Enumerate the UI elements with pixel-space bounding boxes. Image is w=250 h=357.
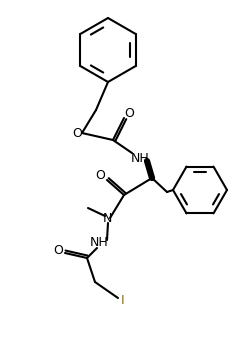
Text: O: O — [124, 106, 134, 120]
Text: O: O — [53, 243, 63, 256]
Text: NH: NH — [89, 236, 108, 248]
Text: NH: NH — [130, 151, 149, 165]
Text: N: N — [102, 211, 111, 225]
Text: O: O — [72, 126, 82, 140]
Text: O: O — [95, 169, 104, 181]
Text: I: I — [121, 293, 124, 307]
